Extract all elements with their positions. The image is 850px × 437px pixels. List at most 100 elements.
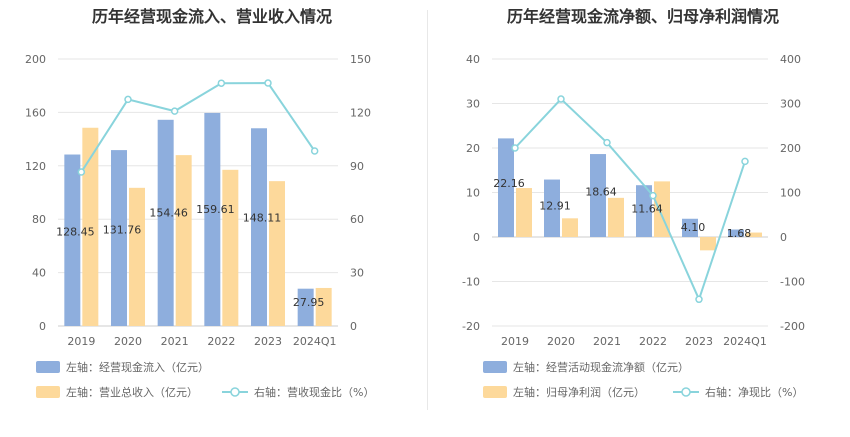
- bar-series-1: [64, 154, 81, 326]
- bar-data-label: 22.16: [493, 177, 525, 190]
- legend-swatch-series-2: [483, 386, 507, 398]
- legend-label-series-2: 左轴：营业总收入（亿元）: [66, 385, 198, 399]
- right-axis-tick-label: -200: [780, 320, 805, 333]
- x-axis-tick-label: 2020: [114, 335, 142, 348]
- bar-series-2: [700, 237, 716, 251]
- bar-data-label: 12.91: [539, 199, 571, 212]
- bar-series-1: [544, 179, 560, 237]
- bar-data-label: 131.76: [103, 223, 142, 236]
- line-point: [649, 191, 657, 200]
- bar-data-label: 27.95: [293, 296, 325, 309]
- legend-swatch-line-marker: [681, 387, 691, 397]
- line-point: [310, 147, 319, 155]
- x-axis-tick-label: 2024Q1: [293, 335, 337, 348]
- x-axis-tick-label: 2021: [161, 335, 189, 348]
- x-axis-tick-label: 2022: [207, 335, 235, 348]
- x-axis-tick-label: 2019: [501, 335, 529, 348]
- x-axis-tick-label: 2020: [547, 335, 575, 348]
- bar-series-2: [175, 155, 192, 326]
- left-axis-tick-label: 30: [466, 98, 480, 111]
- x-axis-tick-label: 2019: [67, 335, 95, 348]
- legend-swatch-series-1: [483, 361, 507, 373]
- left-axis-tick-label: 0: [473, 231, 480, 244]
- right-axis-tick-label: 120: [350, 106, 371, 119]
- bar-series-1: [111, 150, 127, 326]
- bar-data-label: 128.45: [56, 226, 95, 239]
- line-point: [77, 168, 86, 176]
- left-axis-tick-label: 40: [32, 267, 46, 280]
- bar-series-2: [315, 287, 332, 326]
- chart-title: 历年经营现金流入、营业收入情况: [92, 7, 332, 26]
- bar-data-label: 154.46: [149, 207, 188, 220]
- line-point: [557, 95, 565, 103]
- legend-label-line: 右轴：营收现金比（%）: [254, 385, 374, 399]
- bar-data-label: 159.61: [196, 203, 235, 216]
- bar-series-2: [222, 169, 239, 326]
- bar-series-2: [608, 197, 624, 237]
- left-axis-tick-label: -10: [462, 276, 480, 289]
- line-point: [603, 138, 611, 147]
- line-point: [124, 95, 132, 104]
- bar-data-label: 148.11: [243, 211, 282, 224]
- bar-series-2: [516, 188, 532, 237]
- right-axis-tick-label: 150: [350, 53, 371, 66]
- x-axis-tick-label: 2023: [254, 335, 282, 348]
- bar-series-1: [682, 218, 698, 237]
- x-axis-tick-label: 2024Q1: [723, 335, 767, 348]
- x-axis-tick-label: 2022: [639, 335, 667, 348]
- bar-data-label: 1.68: [727, 227, 752, 240]
- chart-panel-cash-inflow-revenue: 历年经营现金流入、营业收入情况 0 40 80 120 160 200 0 30 60 90 120 1…: [25, 7, 374, 399]
- bar-series-1: [157, 119, 174, 326]
- bar-data-label: 11.64: [631, 203, 663, 216]
- right-axis-tick-label: 90: [350, 160, 364, 173]
- left-axis-tick-label: 40: [466, 53, 480, 66]
- left-axis-tick-label: 200: [25, 53, 46, 66]
- left-axis-tick-label: 20: [466, 142, 480, 155]
- bar-series-1: [204, 112, 221, 326]
- bar-series-2: [129, 187, 145, 326]
- x-axis-tick-label: 2023: [685, 335, 713, 348]
- legend-label-series-1: 左轴：经营活动现金流净额（亿元）: [513, 360, 689, 374]
- line-point: [217, 79, 226, 87]
- bar-series-1: [498, 138, 514, 237]
- left-axis-tick-label: 120: [25, 160, 46, 173]
- left-axis-tick-label: 0: [39, 320, 46, 333]
- left-axis-tick-label: -20: [462, 320, 480, 333]
- left-axis-tick-label: 160: [25, 106, 46, 119]
- bar-series-1: [590, 154, 606, 237]
- line-series: [80, 82, 316, 173]
- line-point: [170, 107, 179, 115]
- legend-label-line: 右轴：净现比（%）: [705, 385, 803, 399]
- panel-divider: [427, 10, 428, 410]
- line-point: [264, 79, 272, 87]
- right-axis-tick-label: 300: [780, 98, 801, 111]
- chart-cash-inflow-revenue: 历年经营现金流入、营业收入情况 0 40 80 120 160 200 0 30 60 90 120 1…: [25, 7, 374, 399]
- right-axis-tick-label: 100: [780, 187, 801, 200]
- legend-swatch-series-2: [36, 386, 60, 398]
- right-axis-tick-label: -100: [780, 276, 805, 289]
- bar-series-2: [269, 181, 285, 326]
- bar-series-2: [82, 127, 99, 326]
- line-point: [741, 157, 749, 166]
- bar-series-2: [746, 232, 762, 237]
- bar-data-label: 18.64: [585, 185, 617, 198]
- left-axis-tick-label: 80: [32, 213, 46, 226]
- chart-net-cash-profit: 历年经营现金流净额、归母净利润情况-20-10010203040-200-100…: [462, 7, 805, 399]
- bar-data-label: 4.10: [681, 221, 706, 234]
- right-axis-tick-label: 0: [780, 231, 787, 244]
- line-series: [514, 97, 746, 303]
- right-axis-tick-label: 400: [780, 53, 801, 66]
- bar-series-1: [636, 185, 652, 237]
- legend-swatch-series-1: [36, 361, 60, 373]
- right-axis-tick-label: 0: [350, 320, 357, 333]
- legend-swatch-line-marker: [230, 387, 240, 397]
- bar-series-2: [562, 218, 578, 237]
- legend-label-series-1: 左轴：经营现金流入（亿元）: [66, 360, 209, 374]
- left-axis-tick-label: 10: [466, 187, 480, 200]
- line-point: [511, 144, 519, 152]
- bar-series-1: [251, 128, 267, 326]
- line-point: [695, 295, 703, 304]
- x-axis-tick-label: 2021: [593, 335, 621, 348]
- chart-title: 历年经营现金流净额、归母净利润情况: [507, 7, 779, 26]
- right-axis-tick-label: 30: [350, 267, 364, 280]
